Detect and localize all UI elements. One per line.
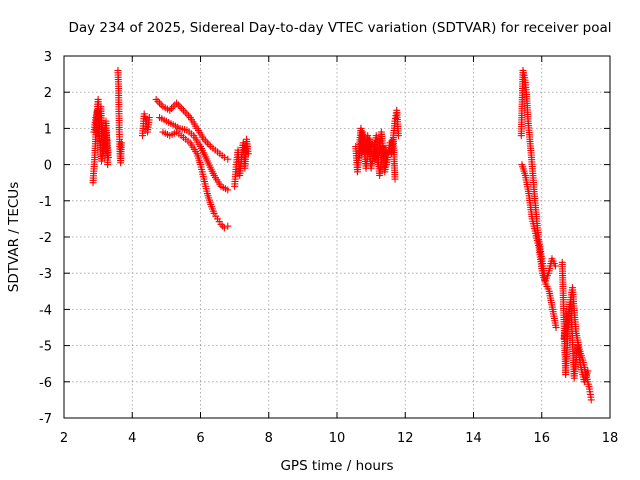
x-tick-label: 6 — [196, 431, 204, 446]
data-point — [174, 101, 182, 109]
data-point — [178, 104, 186, 112]
data-point — [224, 155, 232, 163]
x-axis-tick-labels: 2 4 6 8 10 12 14 16 18 — [60, 431, 618, 446]
y-tick-label: -4 — [39, 303, 52, 318]
data-point — [104, 161, 112, 169]
x-tick-label: 10 — [329, 431, 346, 446]
data-point — [551, 262, 559, 270]
data-point — [584, 367, 592, 375]
y-tick-label: 1 — [44, 122, 52, 137]
data-point — [183, 110, 191, 118]
chart-title: Day 234 of 2025, Sidereal Day-to-day VTE… — [68, 20, 611, 36]
data-point — [552, 324, 560, 331]
data-point — [157, 101, 165, 109]
y-tick-label: 0 — [44, 159, 52, 174]
data-point — [394, 132, 402, 140]
data-point — [185, 112, 193, 120]
data-point — [391, 175, 399, 183]
x-tick-label: 4 — [128, 431, 136, 446]
y-axis-label: SDTVAR / TECUs — [6, 182, 22, 292]
y-tick-label: -3 — [39, 267, 52, 282]
y-tick-label: -6 — [39, 376, 52, 391]
x-tick-label: 16 — [533, 431, 550, 446]
data-point — [152, 95, 160, 103]
y-tick-label: 3 — [44, 50, 52, 65]
x-tick-label: 18 — [602, 431, 619, 446]
data-point — [220, 224, 228, 232]
data-point — [181, 108, 189, 116]
y-tick-label: -1 — [39, 195, 52, 210]
y-axis-tick-labels: -7 -6 -5 -4 -3 -2 -1 0 1 2 3 — [39, 50, 52, 427]
data-point — [117, 139, 125, 147]
data-point — [202, 137, 210, 145]
x-axis-label: GPS time / hours — [280, 458, 393, 474]
data-point — [173, 99, 181, 107]
data-point — [224, 186, 232, 194]
data-points — [89, 66, 595, 404]
data-point — [176, 103, 184, 111]
y-tick-label: 2 — [44, 86, 52, 101]
data-point — [203, 139, 211, 147]
data-point — [244, 150, 252, 158]
x-tick-label: 12 — [397, 431, 414, 446]
axis-ticks — [63, 55, 611, 419]
y-tick-label: -5 — [39, 340, 52, 355]
x-tick-label: 14 — [465, 431, 482, 446]
data-point — [156, 99, 164, 107]
data-point — [145, 114, 153, 122]
data-point — [167, 104, 175, 112]
data-point — [154, 97, 162, 105]
y-tick-label: -7 — [39, 412, 52, 427]
x-tick-label: 8 — [265, 431, 273, 446]
data-point — [205, 141, 213, 149]
data-point — [587, 396, 595, 404]
y-tick-label: -2 — [39, 231, 52, 246]
data-point — [179, 106, 187, 114]
data-point — [224, 222, 232, 230]
x-tick-label: 2 — [60, 431, 68, 446]
